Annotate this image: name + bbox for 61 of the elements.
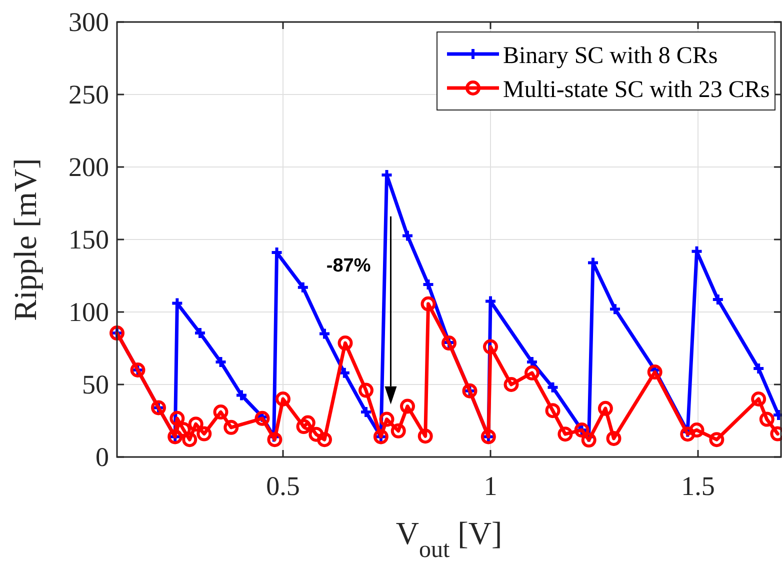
y-tick-label: 150 bbox=[68, 224, 109, 254]
point bbox=[213, 404, 228, 420]
y-tick-label: 100 bbox=[68, 297, 109, 327]
point bbox=[318, 327, 331, 340]
point bbox=[751, 392, 766, 406]
point bbox=[308, 426, 324, 442]
point bbox=[182, 432, 198, 448]
point bbox=[680, 426, 696, 442]
point bbox=[647, 364, 662, 380]
point bbox=[546, 380, 560, 394]
point bbox=[300, 415, 316, 430]
point bbox=[709, 432, 724, 448]
point bbox=[711, 293, 724, 306]
point bbox=[338, 336, 353, 351]
point bbox=[254, 410, 270, 426]
point bbox=[214, 356, 228, 369]
point bbox=[296, 419, 312, 434]
point bbox=[224, 420, 239, 435]
point bbox=[235, 388, 248, 402]
point bbox=[483, 339, 498, 354]
point bbox=[276, 392, 290, 406]
point bbox=[418, 428, 433, 444]
x-tick-label: 1.5 bbox=[681, 471, 715, 501]
point bbox=[267, 432, 282, 448]
point bbox=[420, 296, 436, 312]
point bbox=[317, 432, 332, 448]
point bbox=[752, 362, 766, 376]
point bbox=[422, 278, 435, 291]
y-tick-label: 250 bbox=[68, 80, 109, 110]
y-tick-label: 300 bbox=[68, 7, 109, 37]
y-tick-label: 50 bbox=[82, 370, 109, 400]
point bbox=[524, 365, 540, 380]
point bbox=[360, 406, 372, 419]
point bbox=[606, 430, 622, 446]
point bbox=[188, 416, 204, 432]
point bbox=[558, 426, 573, 442]
x-axis-title: V$_{out}$ [V] bbox=[396, 515, 502, 563]
point bbox=[598, 400, 613, 416]
x-tick-label: 0.5 bbox=[266, 471, 300, 501]
point bbox=[608, 302, 622, 316]
point bbox=[358, 382, 374, 398]
point bbox=[759, 412, 774, 427]
point bbox=[545, 403, 560, 418]
point bbox=[400, 398, 415, 414]
point bbox=[689, 422, 704, 438]
point bbox=[196, 426, 212, 442]
y-tick-label: 0 bbox=[96, 442, 109, 472]
point bbox=[581, 432, 596, 448]
point bbox=[194, 326, 206, 340]
point bbox=[504, 377, 519, 392]
x-tick-label: 1 bbox=[484, 471, 498, 501]
point bbox=[170, 410, 185, 426]
point bbox=[390, 423, 406, 438]
y-tick-label: 200 bbox=[68, 152, 109, 182]
legend-label: Multi-state SC with 23 CRs bbox=[503, 77, 770, 103]
point bbox=[296, 280, 310, 294]
point bbox=[379, 412, 394, 427]
legend-label: Binary SC with 8 CRs bbox=[503, 43, 718, 69]
y-axis-title: Ripple [mV] bbox=[7, 158, 43, 321]
point bbox=[401, 229, 414, 242]
annotation: -87% bbox=[326, 255, 371, 276]
